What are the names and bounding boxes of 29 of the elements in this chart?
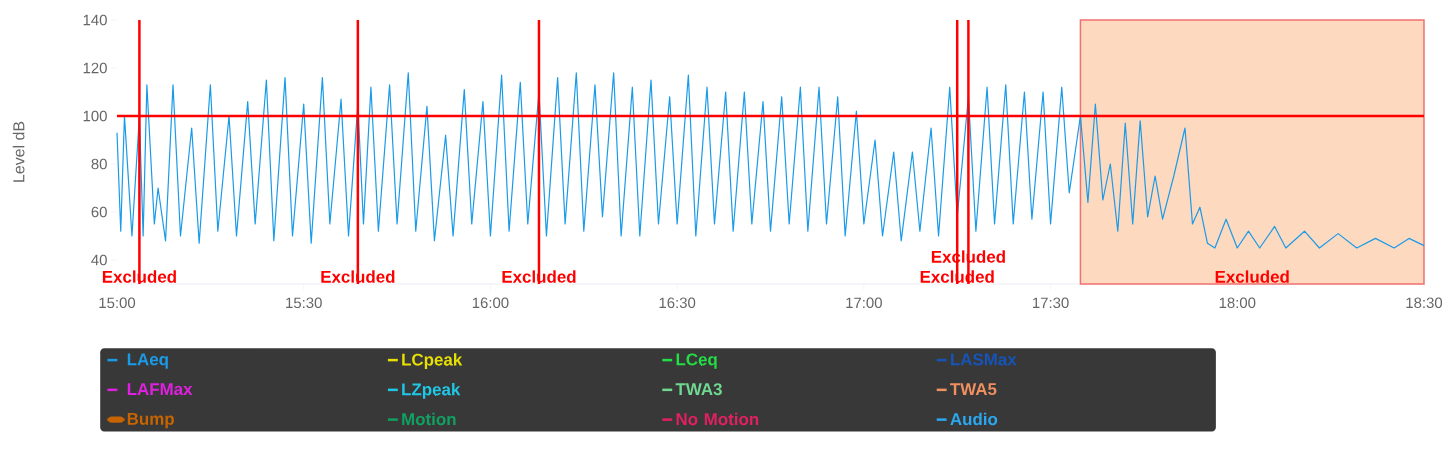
x-tick-label: 15:30 [286, 297, 322, 309]
legend-label: LASMax [951, 353, 1017, 366]
x-tick-label: 17:30 [1033, 297, 1069, 309]
x-tick-label: 18:30 [1406, 297, 1442, 309]
x-tick-label: 16:30 [659, 297, 696, 309]
legend-label: Motion [402, 412, 456, 426]
legend-label: No Motion [676, 412, 759, 426]
x-tick-label: 16:00 [472, 297, 509, 309]
legend-label: LCeq [676, 353, 717, 369]
x-tick-label: 15:00 [99, 297, 136, 309]
band-label: Excluded [1215, 270, 1289, 283]
legend-label: TWA3 [675, 383, 722, 396]
x-tick-label: 17:00 [846, 297, 882, 309]
y-tick-label: 60 [91, 206, 107, 218]
y-tick-label: 100 [83, 110, 107, 122]
y-tick-label: 80 [91, 158, 107, 170]
legend-label: Audio [950, 412, 998, 426]
legend-label: LAFMax [127, 383, 193, 396]
line-series [116, 72, 1425, 249]
y-axis-title: Level dB [12, 121, 25, 182]
y-tick-label: 120 [83, 62, 107, 74]
y-tick-label: 140 [83, 14, 107, 26]
legend-label: Bump [127, 413, 174, 429]
legend-label: TWA5 [950, 383, 997, 396]
legend-label: LAeq [127, 353, 168, 369]
x-tick-label: 18:00 [1219, 297, 1256, 309]
legend-label: LZpeak [402, 382, 461, 399]
y-tick-label: 40 [91, 254, 107, 266]
legend-label: LCpeak [402, 353, 463, 369]
